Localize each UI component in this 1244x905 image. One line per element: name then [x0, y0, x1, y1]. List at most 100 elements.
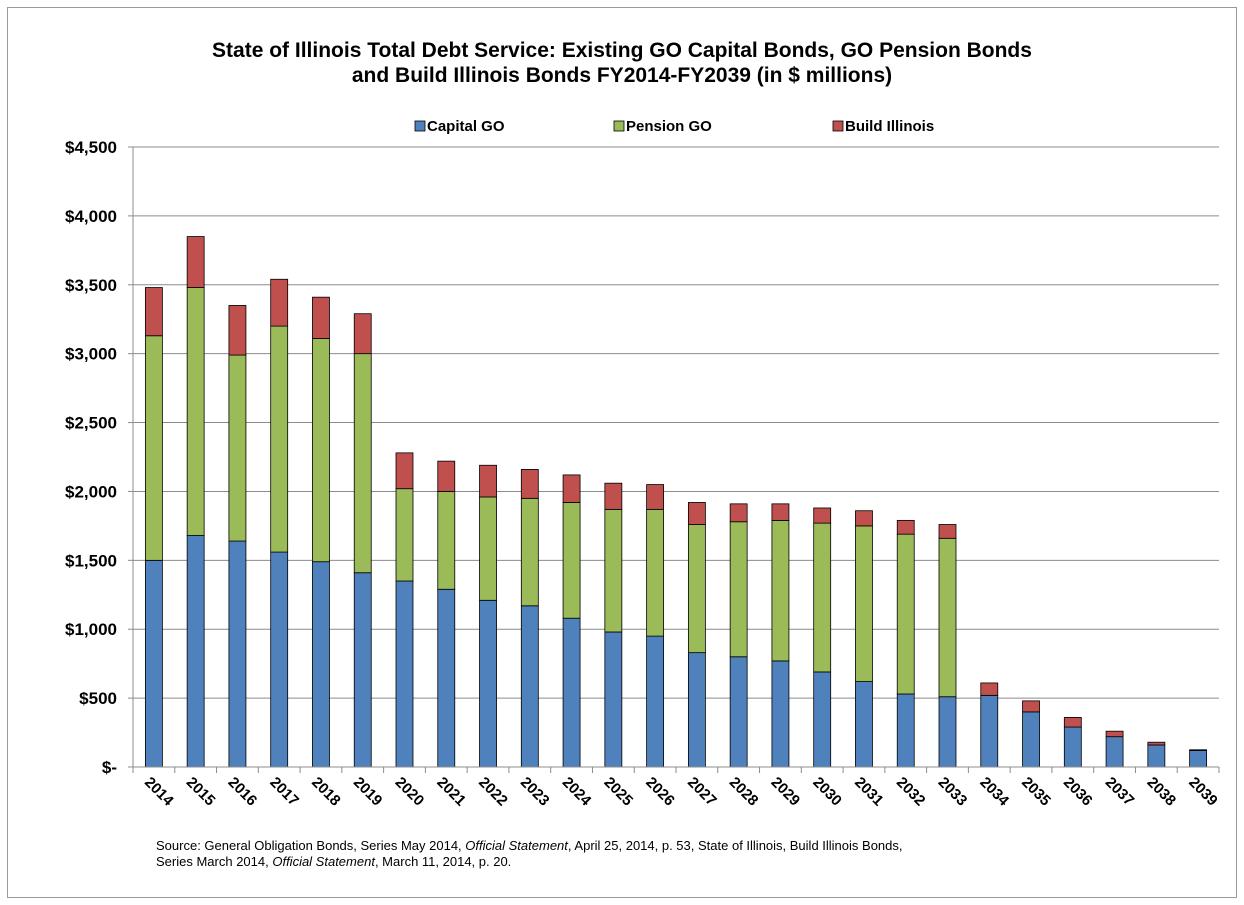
bar-2037-capital-go	[1105, 736, 1124, 768]
bar-2035-capital-go	[1022, 711, 1040, 768]
bar-2021-build-illinois	[437, 460, 456, 492]
bar-2035-build-illinois	[1022, 700, 1040, 713]
x-tick-label-2038: 2038	[1144, 774, 1180, 810]
x-tick-label-2028: 2028	[726, 774, 762, 810]
legend-swatch-build-illinois	[832, 120, 844, 132]
bar-2026-build-illinois	[646, 484, 665, 510]
bar-2025-build-illinois	[604, 482, 623, 510]
y-tick-labels: $- $500 $1,000 $1,500 $2,000 $2,500 $3,000 $3,5…	[65, 138, 117, 777]
bar-2033-build-illinois	[938, 524, 957, 539]
bar-2034-capital-go	[980, 694, 999, 768]
bar-2023-pension-go	[520, 497, 539, 607]
bar-2030-capital-go	[813, 671, 832, 768]
bar-2017-build-illinois	[270, 278, 289, 327]
bar-2020-capital-go	[395, 580, 414, 768]
y-tick-label-8: $4,000	[65, 207, 117, 226]
x-tick-label-2039: 2039	[1185, 774, 1221, 810]
x-tick-label-2031: 2031	[851, 774, 887, 810]
x-tick-label-2032: 2032	[893, 774, 929, 810]
y-tick-label-5: $2,500	[65, 414, 117, 433]
x-tick-label-2024: 2024	[559, 774, 595, 810]
bar-2031-pension-go	[855, 525, 873, 682]
bar-2029-capital-go	[771, 660, 790, 768]
bar-2039-capital-go	[1189, 750, 1208, 768]
legend-swatch-capital-go	[414, 120, 426, 132]
y-tick-label-9: $4,500	[65, 138, 117, 157]
x-tick-label-2021: 2021	[433, 774, 469, 810]
legend-label-capital-go: Capital GO	[427, 118, 505, 135]
x-tick-label-2035: 2035	[1018, 774, 1054, 810]
x-tick-label-2017: 2017	[266, 774, 302, 810]
gridlines	[133, 146, 1219, 699]
x-tick-label-2023: 2023	[517, 774, 553, 810]
x-tick-label-2014: 2014	[141, 774, 177, 810]
bar-2017-capital-go	[270, 551, 289, 768]
bar-2019-pension-go	[353, 353, 372, 574]
bar-2027-capital-go	[687, 652, 706, 768]
chart-title: State of Illinois Total Debt Service: Ex…	[0, 38, 1244, 88]
bar-2032-capital-go	[896, 693, 915, 768]
x-tick-label-2018: 2018	[308, 774, 344, 810]
y-tick-label-0: $-	[102, 758, 117, 777]
bar-2019-capital-go	[353, 572, 372, 768]
bars	[144, 236, 1208, 768]
bar-2032-pension-go	[896, 533, 915, 695]
legend: Capital GO Pension GO Build Illinois	[414, 118, 934, 135]
y-tick-label-1: $500	[79, 689, 117, 708]
source-italic-2: Official Statement	[272, 854, 375, 869]
x-tick-label-2026: 2026	[642, 774, 678, 810]
y-tick-label-2: $1,000	[65, 620, 117, 639]
bar-2037-build-illinois	[1105, 730, 1124, 738]
source-note: Source: General Obligation Bonds, Series…	[156, 838, 1156, 870]
bar-2030-build-illinois	[813, 507, 832, 524]
bar-2022-build-illinois	[479, 464, 497, 498]
bar-2015-capital-go	[186, 535, 205, 768]
bar-2027-build-illinois	[687, 502, 706, 525]
bar-2031-build-illinois	[855, 510, 873, 527]
bar-2030-pension-go	[813, 522, 832, 673]
x-tick-label-2029: 2029	[768, 774, 804, 810]
bar-2027-pension-go	[687, 524, 706, 654]
bar-2024-pension-go	[562, 502, 581, 619]
y-tick-label-6: $3,000	[65, 345, 117, 364]
bar-2036-build-illinois	[1063, 717, 1082, 728]
bar-2032-build-illinois	[896, 519, 915, 535]
bar-2016-capital-go	[228, 540, 247, 768]
bar-2026-capital-go	[646, 635, 665, 768]
bar-2016-build-illinois	[228, 305, 247, 356]
bar-2018-capital-go	[312, 561, 330, 768]
bar-2024-build-illinois	[562, 474, 581, 503]
legend-swatch-pension-go	[613, 120, 625, 132]
bar-2015-build-illinois	[186, 236, 205, 288]
bar-2021-pension-go	[437, 491, 456, 590]
bar-2025-capital-go	[604, 631, 623, 768]
bar-2020-build-illinois	[395, 452, 414, 490]
y-tick-label-7: $3,500	[65, 276, 117, 295]
source-text-3: Series March 2014,	[156, 854, 273, 869]
bar-2028-capital-go	[729, 656, 748, 768]
bar-2036-capital-go	[1063, 726, 1082, 768]
y-tick-label-3: $1,500	[65, 551, 117, 570]
x-tick-labels: 2014 2015 2016 2017 2018 2019 2020 2021 2022 2023…	[141, 774, 1221, 810]
x-tick-label-2036: 2036	[1060, 774, 1096, 810]
axes	[128, 146, 1220, 773]
bar-2023-build-illinois	[520, 468, 539, 499]
bar-2029-pension-go	[771, 519, 790, 662]
x-tick-label-2022: 2022	[475, 774, 511, 810]
bar-2019-build-illinois	[353, 313, 372, 355]
bar-2034-build-illinois	[980, 682, 999, 696]
x-tick-label-2019: 2019	[350, 774, 386, 810]
bar-2031-capital-go	[855, 681, 873, 768]
bar-2024-capital-go	[562, 617, 581, 768]
bar-2018-build-illinois	[312, 296, 330, 339]
bar-2025-pension-go	[604, 508, 623, 633]
bar-2038-build-illinois	[1147, 741, 1166, 746]
bar-2038-capital-go	[1147, 744, 1166, 768]
bar-2014-capital-go	[144, 559, 163, 768]
chart-title-line-1: State of Illinois Total Debt Service: Ex…	[212, 39, 1032, 62]
x-tick-label-2020: 2020	[392, 774, 428, 810]
x-tick-label-2015: 2015	[183, 774, 219, 810]
bar-2016-pension-go	[228, 354, 247, 542]
x-tick-label-2030: 2030	[809, 774, 845, 810]
